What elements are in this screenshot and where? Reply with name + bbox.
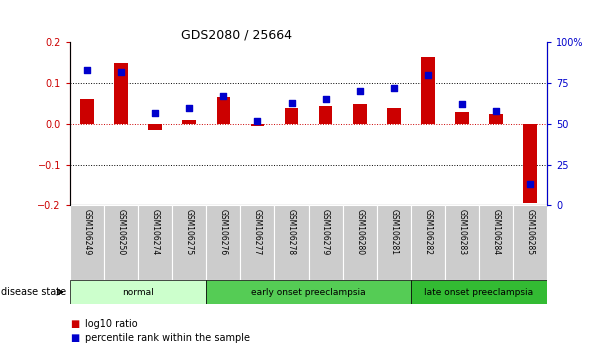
Text: GSM106282: GSM106282 xyxy=(423,209,432,255)
Text: GSM106249: GSM106249 xyxy=(83,209,91,255)
Point xyxy=(355,88,365,94)
Bar xyxy=(377,205,411,280)
Text: GSM106250: GSM106250 xyxy=(117,209,126,255)
Text: normal: normal xyxy=(122,287,154,297)
Bar xyxy=(455,112,469,124)
Point xyxy=(286,100,296,105)
Bar xyxy=(250,124,264,126)
Point xyxy=(184,105,194,110)
Point xyxy=(491,108,501,114)
Bar xyxy=(148,124,162,130)
Bar xyxy=(489,114,503,124)
Text: GSM106283: GSM106283 xyxy=(457,209,466,255)
Bar xyxy=(319,105,333,124)
Bar xyxy=(240,205,274,280)
Text: disease state: disease state xyxy=(1,287,66,297)
Bar xyxy=(182,120,196,124)
Text: early onset preeclampsia: early onset preeclampsia xyxy=(251,287,366,297)
Bar xyxy=(206,280,411,304)
Bar xyxy=(80,99,94,124)
Text: ■: ■ xyxy=(70,333,79,343)
Bar xyxy=(206,205,240,280)
Point xyxy=(252,118,262,124)
Text: GSM106281: GSM106281 xyxy=(389,209,398,255)
Bar xyxy=(421,57,435,124)
Bar xyxy=(445,205,479,280)
Bar xyxy=(411,205,445,280)
Bar xyxy=(104,205,138,280)
Text: GSM106278: GSM106278 xyxy=(287,209,296,255)
Text: log10 ratio: log10 ratio xyxy=(85,319,138,329)
Point xyxy=(82,67,92,73)
Text: percentile rank within the sample: percentile rank within the sample xyxy=(85,333,250,343)
Text: GSM106285: GSM106285 xyxy=(526,209,534,255)
Bar xyxy=(114,63,128,124)
Text: ■: ■ xyxy=(70,319,79,329)
Bar xyxy=(353,104,367,124)
Bar xyxy=(343,205,377,280)
Bar xyxy=(479,205,513,280)
Title: GDS2080 / 25664: GDS2080 / 25664 xyxy=(181,28,292,41)
Text: GSM106284: GSM106284 xyxy=(491,209,500,255)
Text: late onset preeclampsia: late onset preeclampsia xyxy=(424,287,534,297)
Bar xyxy=(513,205,547,280)
Point xyxy=(218,93,228,99)
Text: GSM106274: GSM106274 xyxy=(151,209,160,255)
Point xyxy=(525,181,535,187)
Bar xyxy=(411,280,547,304)
Point xyxy=(423,72,433,78)
Point xyxy=(389,85,399,91)
Point xyxy=(321,97,331,102)
Bar xyxy=(308,205,343,280)
Bar xyxy=(216,97,230,124)
Bar xyxy=(387,108,401,124)
Text: GSM106276: GSM106276 xyxy=(219,209,228,255)
Bar xyxy=(285,108,299,124)
Bar xyxy=(172,205,206,280)
Text: GSM106280: GSM106280 xyxy=(355,209,364,255)
Bar xyxy=(70,205,104,280)
Point xyxy=(457,102,467,107)
Text: GSM106275: GSM106275 xyxy=(185,209,194,255)
Bar xyxy=(523,124,537,203)
Text: GSM106277: GSM106277 xyxy=(253,209,262,255)
Text: GSM106279: GSM106279 xyxy=(321,209,330,255)
Bar xyxy=(70,280,206,304)
Bar xyxy=(138,205,172,280)
Point xyxy=(116,69,126,75)
Bar xyxy=(274,205,308,280)
Point xyxy=(150,110,160,115)
